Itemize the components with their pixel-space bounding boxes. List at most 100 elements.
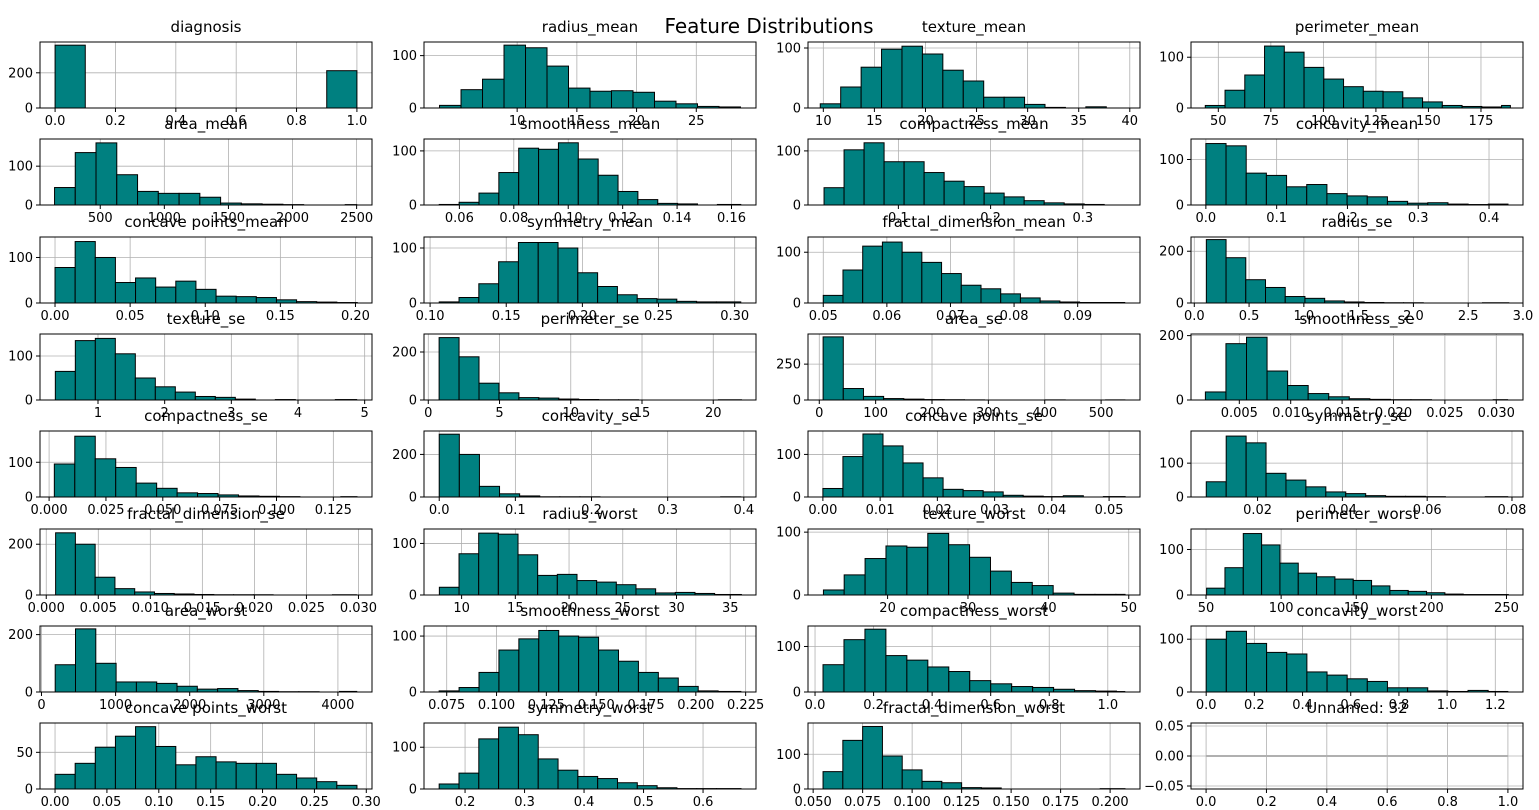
- x-tick-label: 0.0: [1196, 211, 1217, 226]
- histogram-bar: [518, 147, 540, 206]
- x-tick-label: 0.2: [1256, 795, 1277, 810]
- histogram-bar: [74, 435, 96, 498]
- histogram-bar: [941, 273, 962, 304]
- x-tick-label: 0.000: [30, 503, 67, 518]
- histogram-bar: [822, 487, 844, 498]
- histogram-bar: [1242, 533, 1263, 596]
- x-tick-label: 0.0: [1184, 309, 1205, 324]
- x-tick-label: 0.02: [1243, 503, 1272, 518]
- x-tick-label: 0.1: [1266, 211, 1287, 226]
- x-tick-label: 0.04: [1328, 503, 1357, 518]
- y-tick-label: 100: [776, 448, 801, 463]
- x-tick-label: 0.30: [720, 309, 749, 324]
- x-tick-label: 0.5: [633, 795, 654, 810]
- histogram-bar: [199, 196, 222, 206]
- y-tick-label: 50: [16, 746, 33, 761]
- y-tick-label: 200: [8, 66, 33, 81]
- y-tick-label: 200: [1159, 245, 1184, 260]
- panel-title: perimeter_worst: [1295, 505, 1418, 524]
- y-tick-label: 100: [8, 350, 33, 365]
- x-tick-label: 0.4: [1316, 795, 1337, 810]
- histogram-bar: [74, 543, 96, 596]
- histogram-bar: [155, 286, 177, 304]
- x-tick-label: 0.0: [1196, 795, 1217, 810]
- histogram-bar: [55, 532, 76, 596]
- axes-frame: [1190, 625, 1524, 693]
- x-tick-label: 0.125: [528, 698, 565, 713]
- x-tick-label: 0.2: [455, 795, 476, 810]
- x-tick-label: 0.20: [248, 795, 277, 810]
- axes-frame: [39, 625, 373, 693]
- panel-title: fractal_dimension_mean: [882, 213, 1065, 232]
- y-tick-label: 0: [409, 199, 417, 214]
- histogram-bar: [135, 277, 157, 304]
- x-tick-label: 0.125: [315, 503, 352, 518]
- histogram-bar: [74, 241, 96, 304]
- histogram-bar: [175, 764, 197, 790]
- histogram-bar: [843, 639, 866, 693]
- x-tick-label: 35: [1070, 114, 1087, 129]
- histogram-bar: [438, 783, 460, 790]
- histogram-bar: [458, 297, 480, 304]
- x-tick-label: 0.010: [1272, 406, 1309, 421]
- histogram-bar: [1205, 239, 1227, 304]
- histogram-panel: 10 15 20 25 0 100 radius_mean: [392, 18, 757, 129]
- histogram-bar: [1011, 686, 1034, 693]
- x-tick-label: 150: [1344, 601, 1369, 616]
- y-tick-label: 0: [25, 394, 33, 409]
- histogram-panel: 0.00 0.05 0.10 0.15 0.20 0 100 concave points_m…: [8, 213, 373, 324]
- y-tick-label: 0: [25, 686, 33, 701]
- y-tick-label: 100: [392, 741, 417, 756]
- histogram-bar: [1366, 680, 1388, 693]
- axes-frame: [423, 528, 757, 596]
- histogram-bar: [923, 172, 945, 206]
- histogram-bar: [460, 89, 484, 109]
- axes-frame: [39, 333, 373, 401]
- histogram-bar: [1031, 585, 1054, 596]
- histogram-bar: [95, 662, 117, 693]
- x-tick-label: 0.225: [727, 698, 764, 713]
- histogram-bar: [498, 649, 520, 693]
- histogram-bar: [597, 778, 618, 790]
- x-tick-label: 0.100: [478, 698, 515, 713]
- panel-title: smoothness_se: [1299, 310, 1414, 329]
- histogram-bar: [478, 382, 500, 401]
- histogram-panel: 0.06 0.08 0.10 0.12 0.14 0.16 0 100 smoothness_m…: [392, 115, 757, 226]
- x-tick-label: 100: [1269, 601, 1294, 616]
- panel-title: concave points_mean: [124, 213, 287, 232]
- axes-frame: [807, 333, 1141, 401]
- panel-title: texture_worst: [923, 505, 1026, 524]
- histogram-panel: 0.0 0.2 0.4 0.6 0.8 1.0 0 100 compactness_worst: [776, 602, 1141, 713]
- x-tick-label: 0.15: [266, 309, 295, 324]
- histogram-bar: [94, 337, 116, 401]
- histogram-bar: [1245, 279, 1267, 304]
- x-tick-label: 50: [1120, 601, 1137, 616]
- histogram-bar: [1245, 642, 1268, 693]
- histogram-bar: [610, 90, 634, 109]
- histogram-panel: 50 75 100 125 150 175 0 100 perimeter_mean: [1159, 18, 1524, 129]
- x-tick-label: 125: [1363, 114, 1388, 129]
- y-tick-label: 0: [1176, 199, 1184, 214]
- x-tick-label: 0: [424, 406, 432, 421]
- histogram-bar: [578, 636, 600, 693]
- histogram-panel: 0.050 0.075 0.100 0.125 0.150 0.175 0.200 0 100 f…: [776, 699, 1141, 810]
- histogram-bar: [843, 574, 866, 596]
- panel-title: texture_se: [167, 310, 246, 329]
- histogram-panel: 0.0 0.5 1.0 1.5 2.0 2.5 3.0 0 200 radius_se: [1159, 213, 1533, 324]
- y-tick-label: 200: [392, 346, 417, 361]
- histogram-bar: [478, 485, 501, 498]
- x-tick-label: 0.06: [1413, 503, 1442, 518]
- x-tick-label: 0.1: [888, 211, 909, 226]
- histogram-bar: [1285, 479, 1307, 498]
- x-tick-label: 1.2: [1485, 698, 1506, 713]
- histogram-bar: [1206, 587, 1226, 596]
- x-tick-label: 15: [866, 114, 883, 129]
- axes-frame: [1190, 528, 1524, 596]
- histogram-bar: [1019, 297, 1041, 304]
- x-tick-label: 30: [1019, 114, 1036, 129]
- histogram-bar: [948, 671, 971, 693]
- histogram-bar: [1386, 200, 1409, 206]
- y-tick-label: 100: [392, 537, 417, 552]
- x-tick-label: 0.00: [41, 795, 70, 810]
- x-tick-label: 0.020: [1375, 406, 1412, 421]
